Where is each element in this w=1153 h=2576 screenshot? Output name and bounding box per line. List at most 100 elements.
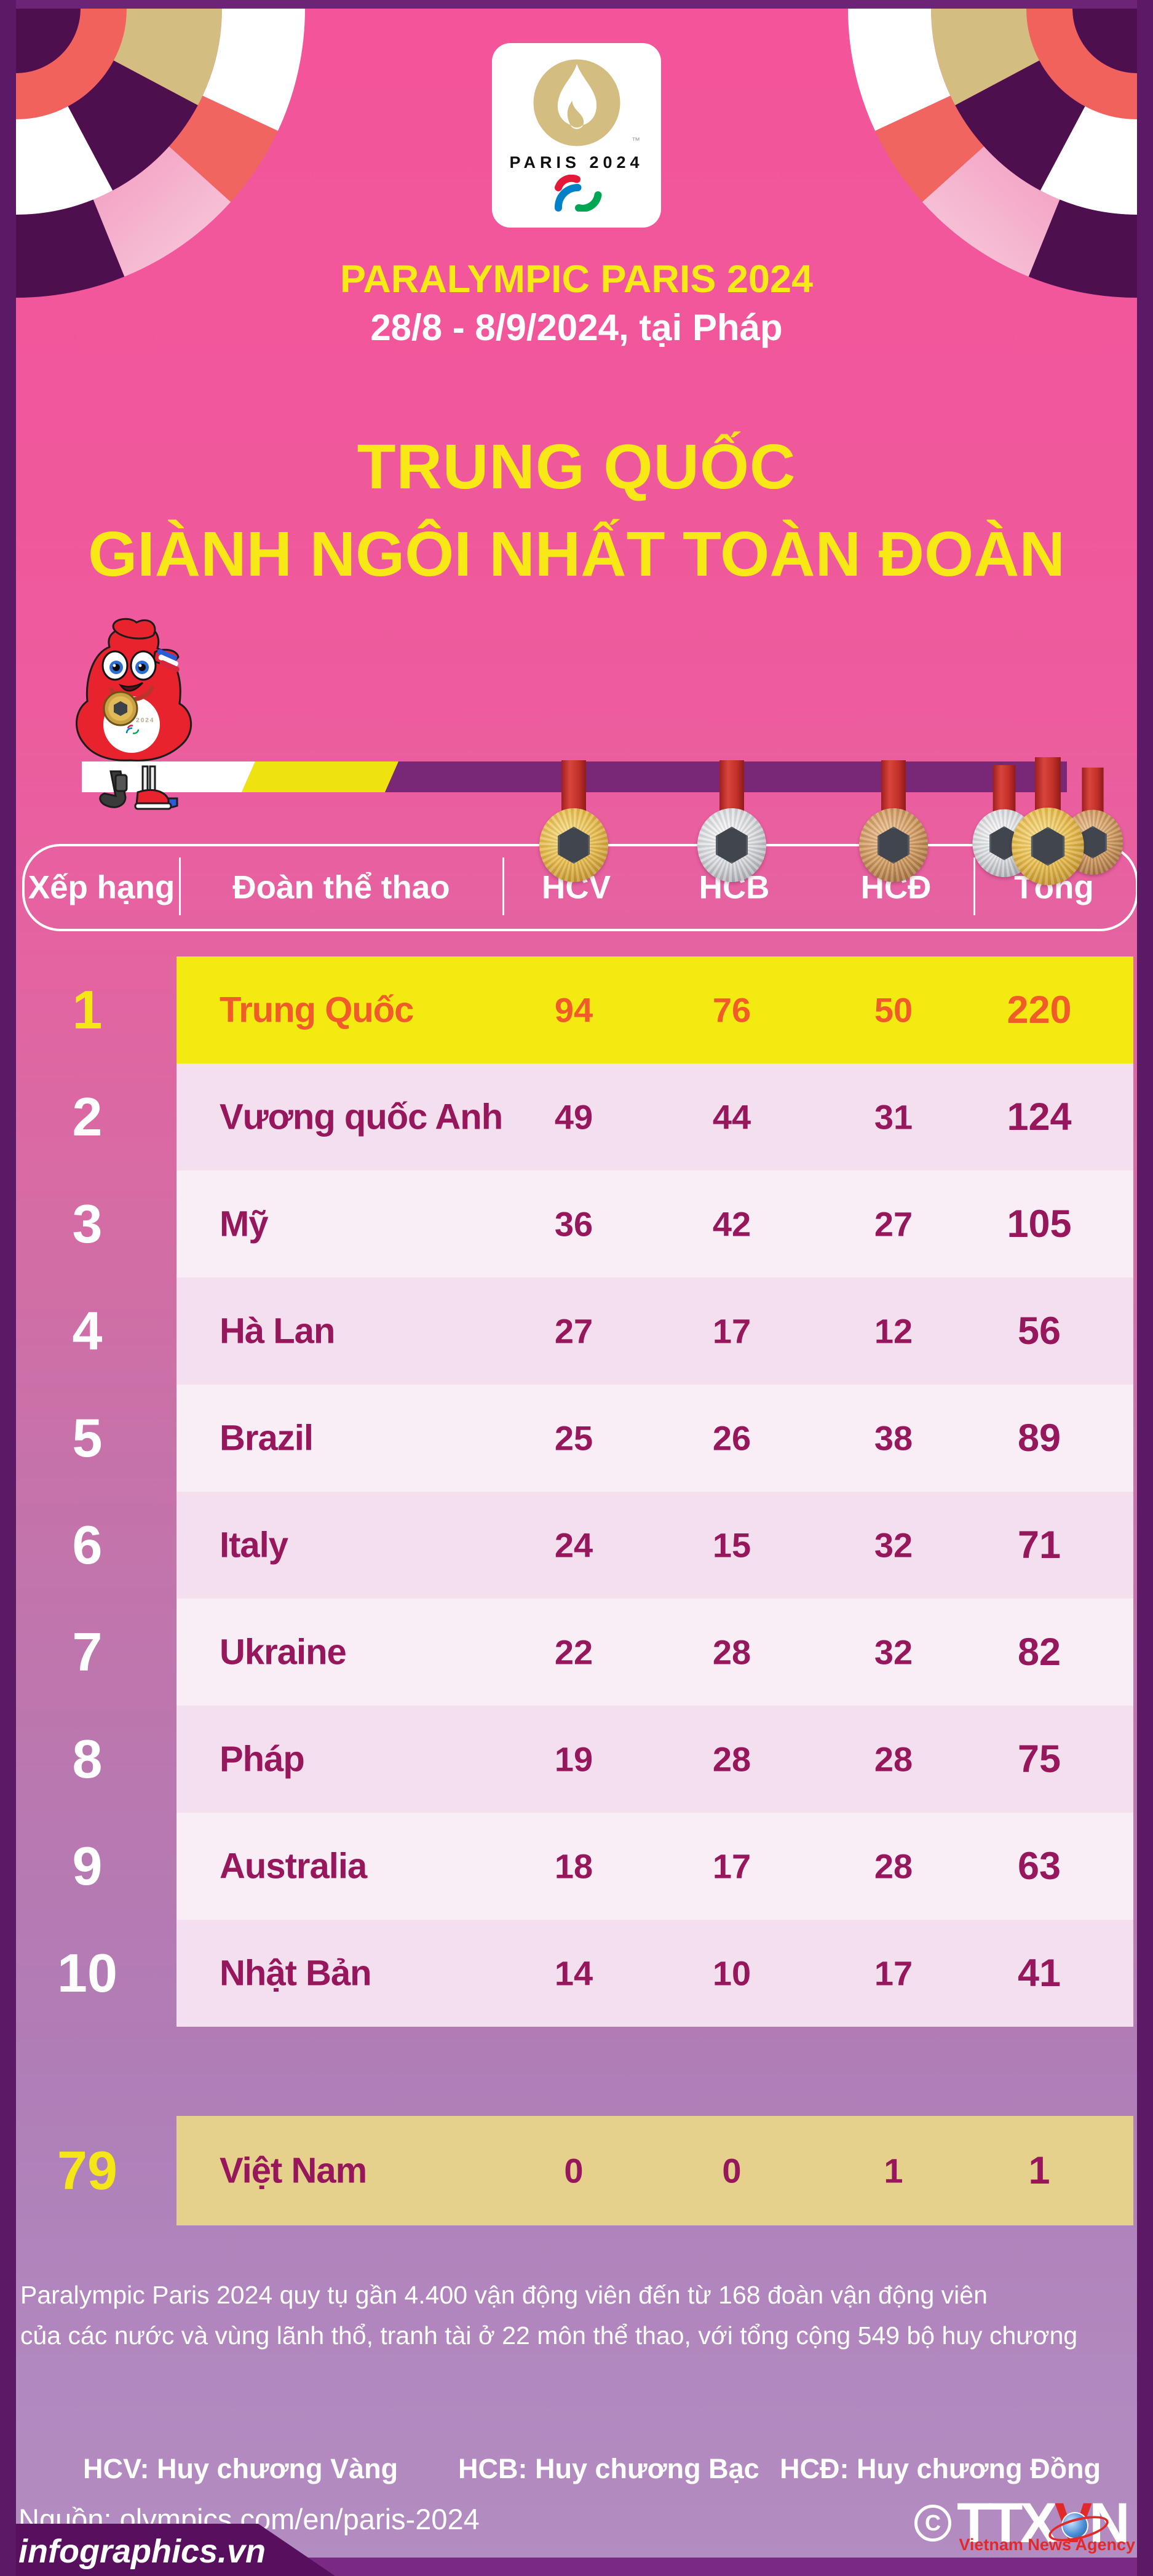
paris2024-logotype: PARIS 2024 (509, 153, 644, 172)
corner-wheel-decoration-right (848, 9, 1137, 298)
silver-cell: 76 (712, 990, 751, 1030)
column-header-rank: Xếp hạng (28, 869, 175, 906)
gold-medal-icon (539, 760, 608, 882)
table-row: 7 Ukraine 22 28 32 82 (73, 1599, 1133, 1706)
rank-cell: 1 (72, 979, 103, 1040)
team-cell: Nhật Bản (220, 1953, 372, 1994)
gold-cell: 24 (554, 1525, 593, 1565)
gold-medal-icon (1012, 757, 1084, 885)
bronze-medal-icon (859, 760, 928, 882)
bronze-cell: 12 (874, 1311, 913, 1351)
brand-name: infographics.vn (18, 2533, 266, 2570)
trademark-symbol: ™ (632, 135, 640, 145)
medal-center (878, 827, 909, 864)
team-cell: Pháp (220, 1739, 305, 1779)
gold-cell: 0 (564, 2151, 584, 2190)
silver-cell: 10 (712, 1954, 751, 1993)
team-cell: Mỹ (220, 1204, 269, 1244)
team-cell: Việt Nam (220, 2150, 367, 2191)
header-separator (502, 857, 504, 915)
total-cell: 82 (1017, 1631, 1061, 1674)
summary-note: Paralympic Paris 2024 quy tụ gần 4.400 v… (20, 2275, 1103, 2356)
medal-center (716, 827, 748, 864)
team-cell: Vương quốc Anh (220, 1097, 503, 1137)
page-title-line1: TRUNG QUỐC (357, 431, 796, 502)
total-cell: 71 (1017, 1524, 1061, 1567)
paris2024-logo-card: ™ PARIS 2024 (492, 43, 661, 228)
frame-top (0, 0, 1153, 9)
rank-cell: 7 (72, 1621, 103, 1682)
rank-cell: 2 (72, 1086, 103, 1147)
total-cell: 41 (1017, 1952, 1061, 1995)
silver-cell: 26 (712, 1418, 751, 1458)
agency-name: Vietnam News Agency (959, 2535, 1135, 2554)
team-cell: Italy (220, 1525, 288, 1565)
silver-cell: 28 (712, 1632, 751, 1672)
total-cell: 220 (1007, 988, 1072, 1032)
header-separator (179, 857, 181, 915)
silver-cell: 17 (712, 1847, 751, 1886)
vietnam-highlight-row: 79 Việt Nam 0 0 1 1 (57, 2116, 1133, 2225)
infographics-brand-ribbon: infographics.vn (0, 2524, 335, 2576)
team-cell: Ukraine (220, 1632, 347, 1672)
gold-cell: 94 (554, 990, 593, 1030)
paralympic-agitos-icon (554, 174, 601, 212)
rank-cell: 8 (72, 1728, 103, 1789)
table-row: 6 Italy 24 15 32 71 (73, 1492, 1133, 1599)
total-cell: 56 (1017, 1310, 1061, 1353)
bronze-cell: 31 (874, 1097, 913, 1137)
team-cell: Hà Lan (220, 1311, 335, 1351)
frame-right (1137, 0, 1153, 2576)
header-separator (973, 857, 975, 915)
silver-cell: 44 (712, 1097, 751, 1137)
silver-cell: 0 (722, 2151, 742, 2190)
rank-cell: 5 (72, 1407, 103, 1468)
team-cell: Australia (220, 1846, 367, 1886)
gold-cell: 14 (554, 1954, 593, 1993)
rank-cell: 4 (72, 1300, 103, 1361)
gold-cell: 27 (554, 1311, 593, 1351)
page-title-line2: GIÀNH NGÔI NHẤT TOÀN ĐOÀN (88, 519, 1065, 589)
gold-cell: 25 (554, 1418, 593, 1458)
bronze-cell: 17 (874, 1954, 913, 1993)
rank-cell: 6 (72, 1514, 103, 1575)
table-row: 1 Trung Quốc 94 76 50 220 (73, 956, 1133, 1063)
gold-cell: 49 (554, 1097, 593, 1137)
rank-cell: 3 (72, 1193, 103, 1254)
table-row: 3 Mỹ 36 42 27 105 (73, 1171, 1133, 1278)
table-row: 8 Pháp 19 28 28 75 (73, 1706, 1133, 1813)
bronze-cell: 50 (874, 990, 913, 1030)
frame-left (0, 0, 16, 2576)
summary-note-line1: Paralympic Paris 2024 quy tụ gần 4.400 v… (20, 2281, 988, 2309)
legend-gold: HCV: Huy chương Vàng (83, 2453, 398, 2484)
summary-note-line2: của các nước và vùng lãnh thổ, tranh tài… (20, 2321, 1078, 2350)
table-row: 9 Australia 18 17 28 63 (73, 1813, 1133, 1920)
table-row: 10 Nhật Bản 14 10 17 41 (57, 1920, 1133, 2027)
bronze-cell: 38 (874, 1418, 913, 1458)
total-cell: 63 (1017, 1845, 1061, 1888)
bronze-cell: 32 (874, 1632, 913, 1672)
gold-cell: 18 (554, 1847, 593, 1886)
ttxvn-logo: TTXVN (957, 2491, 1141, 2554)
team-cell: Trung Quốc (220, 990, 414, 1030)
table-row: 4 Hà Lan 27 17 12 56 (73, 1278, 1133, 1385)
total-cell: 75 (1017, 1738, 1061, 1781)
ttxvn-ttx: TTX (957, 2492, 1058, 2554)
paris2024-flame-icon (533, 59, 620, 146)
rank-cell: 10 (57, 1942, 117, 2003)
silver-medal-icon (697, 760, 766, 882)
medal-legend: HCV: Huy chương Vàng HCB: Huy chương Bạc… (0, 2453, 1153, 2490)
rank-cell: 79 (57, 2140, 117, 2201)
medal-center (1031, 827, 1065, 866)
silver-cell: 17 (712, 1311, 751, 1351)
copyright-icon: C (914, 2505, 951, 2542)
bronze-cell: 28 (874, 1847, 913, 1886)
silver-cell: 42 (712, 1204, 751, 1244)
corner-wheel-decoration-left (16, 9, 305, 298)
table-row: 2 Vương quốc Anh 49 44 31 124 (73, 1063, 1133, 1171)
globe-icon (1063, 2513, 1087, 2538)
bronze-cell: 1 (884, 2151, 903, 2190)
rank-cell: 9 (72, 1835, 103, 1896)
legend-silver: HCB: Huy chương Bạc (458, 2453, 759, 2484)
